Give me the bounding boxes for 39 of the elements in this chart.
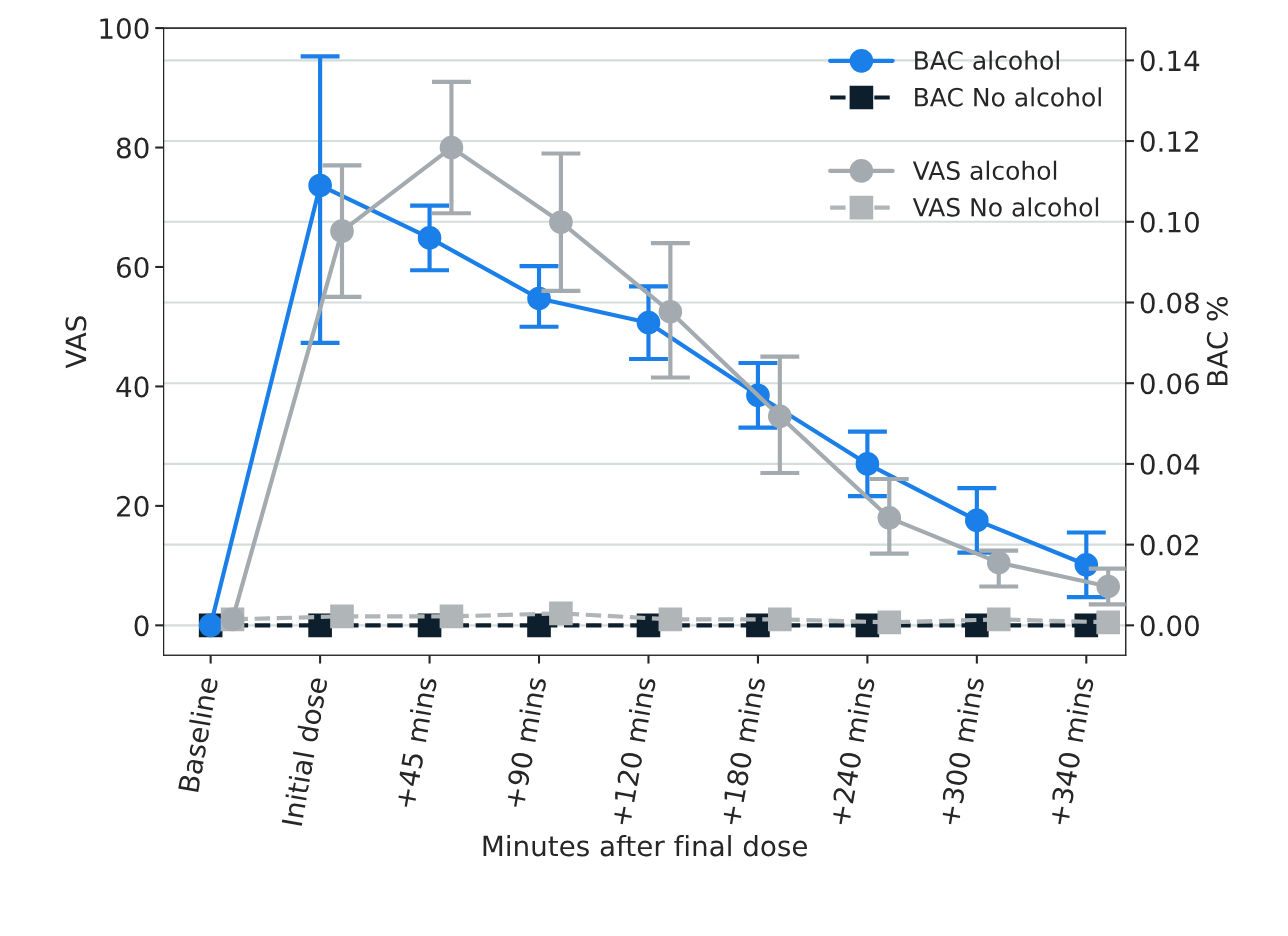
legend-label: VAS alcohol <box>912 160 1057 181</box>
y-tick-label: 100 <box>100 18 149 40</box>
y2-tick-label: 0.14 <box>1140 50 1200 72</box>
point <box>658 607 683 632</box>
x-axis-title: Minutes after final dose <box>483 834 807 857</box>
point <box>549 601 573 626</box>
point <box>330 604 354 629</box>
y2-tick-label: 0.00 <box>1140 615 1199 637</box>
y2-axis-title: BAC % <box>1206 297 1228 386</box>
x-tick-label: +340 mins <box>1047 676 1095 826</box>
x-tick-label: +300 mins <box>937 676 985 826</box>
y-axis-title: VAS <box>65 316 87 369</box>
x-tick-label: Initial dose <box>280 676 328 826</box>
x-tick-label: +90 mins <box>502 676 547 809</box>
legend-label: BAC No alcohol <box>915 87 1101 107</box>
y-tick-label: 0 <box>134 615 149 637</box>
y-tick-label: 80 <box>116 137 149 159</box>
point <box>439 604 464 629</box>
y2-tick-label: 0.10 <box>1140 211 1199 233</box>
y-tick-label: 20 <box>117 495 149 517</box>
point <box>877 610 902 635</box>
y-tick-label: 40 <box>116 376 149 398</box>
y2-tick-label: 0.08 <box>1140 292 1199 314</box>
y-tick-label: 60 <box>116 256 149 278</box>
point <box>768 607 792 632</box>
x-tick-label: +240 mins <box>828 676 876 826</box>
x-tick-label: +45 mins <box>393 676 438 809</box>
x-tick-label: +120 mins <box>609 676 657 826</box>
point <box>986 607 1011 632</box>
x-tick-label: +180 mins <box>718 676 766 826</box>
legend-label: VAS No alcohol <box>912 197 1099 217</box>
y2-tick-label: 0.04 <box>1140 453 1200 475</box>
y2-tick-label: 0.02 <box>1140 534 1198 556</box>
y2-tick-label: 0.06 <box>1140 373 1200 395</box>
point <box>527 613 551 638</box>
x-tick-label: Baseline <box>177 676 219 793</box>
y2-tick-label: 0.12 <box>1140 131 1198 153</box>
point <box>1096 610 1121 635</box>
legend-label: BAC alcohol <box>915 50 1059 70</box>
